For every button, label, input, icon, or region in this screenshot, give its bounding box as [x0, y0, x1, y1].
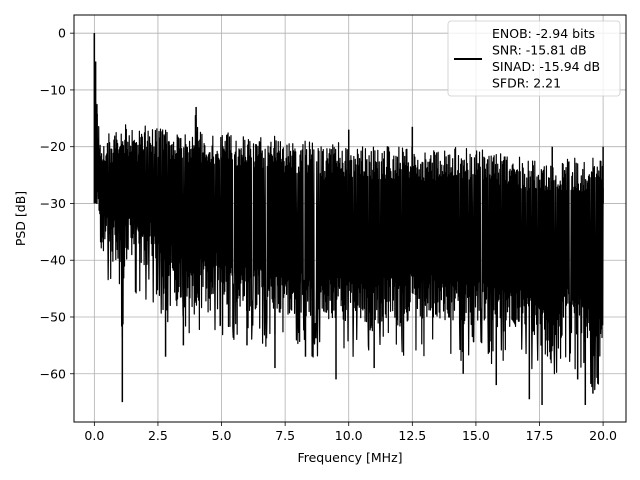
y-axis: 0 −10 −20 −30 −40 −50 −60: [40, 26, 74, 381]
legend-entry-line: SFDR: 2.21: [492, 76, 561, 91]
legend-entry-line: SNR: -15.81 dB: [492, 43, 587, 58]
y-tick-label: −50: [40, 309, 66, 324]
x-tick-label: 0.0: [84, 428, 104, 443]
x-tick-label: 2.5: [148, 428, 168, 443]
legend-entry-line: SINAD: -15.94 dB: [492, 59, 600, 74]
legend: ENOB: -2.94 bits SNR: -15.81 dB SINAD: -15…: [447, 20, 621, 97]
y-tick-label: −30: [40, 196, 66, 211]
y-tick-label: −20: [40, 139, 66, 154]
y-axis-label: PSD [dB]: [13, 191, 28, 246]
legend-entry-line: ENOB: -2.94 bits: [492, 26, 595, 41]
y-tick-label: −10: [40, 82, 66, 97]
y-tick-label: −60: [40, 366, 66, 381]
x-axis: 0.0 2.5 5.0 7.5 10.0 12.5 15.0 17.5 20.0: [84, 422, 617, 443]
y-tick-label: 0: [58, 26, 66, 41]
legend-entry: ENOB: -2.94 bits SNR: -15.81 dB SINAD: -15…: [492, 26, 600, 91]
legend-box: [447, 20, 621, 97]
x-tick-label: 15.0: [462, 428, 490, 443]
plot-area: [93, 33, 604, 405]
x-axis-label: Frequency [MHz]: [297, 450, 402, 465]
x-tick-label: 7.5: [275, 428, 295, 443]
x-tick-label: 5.0: [212, 428, 232, 443]
y-tick-label: −40: [40, 253, 66, 268]
x-tick-label: 10.0: [335, 428, 363, 443]
x-tick-label: 12.5: [398, 428, 426, 443]
axes-frame: [73, 14, 627, 423]
x-tick-label: 20.0: [589, 428, 617, 443]
x-tick-label: 17.5: [526, 428, 554, 443]
